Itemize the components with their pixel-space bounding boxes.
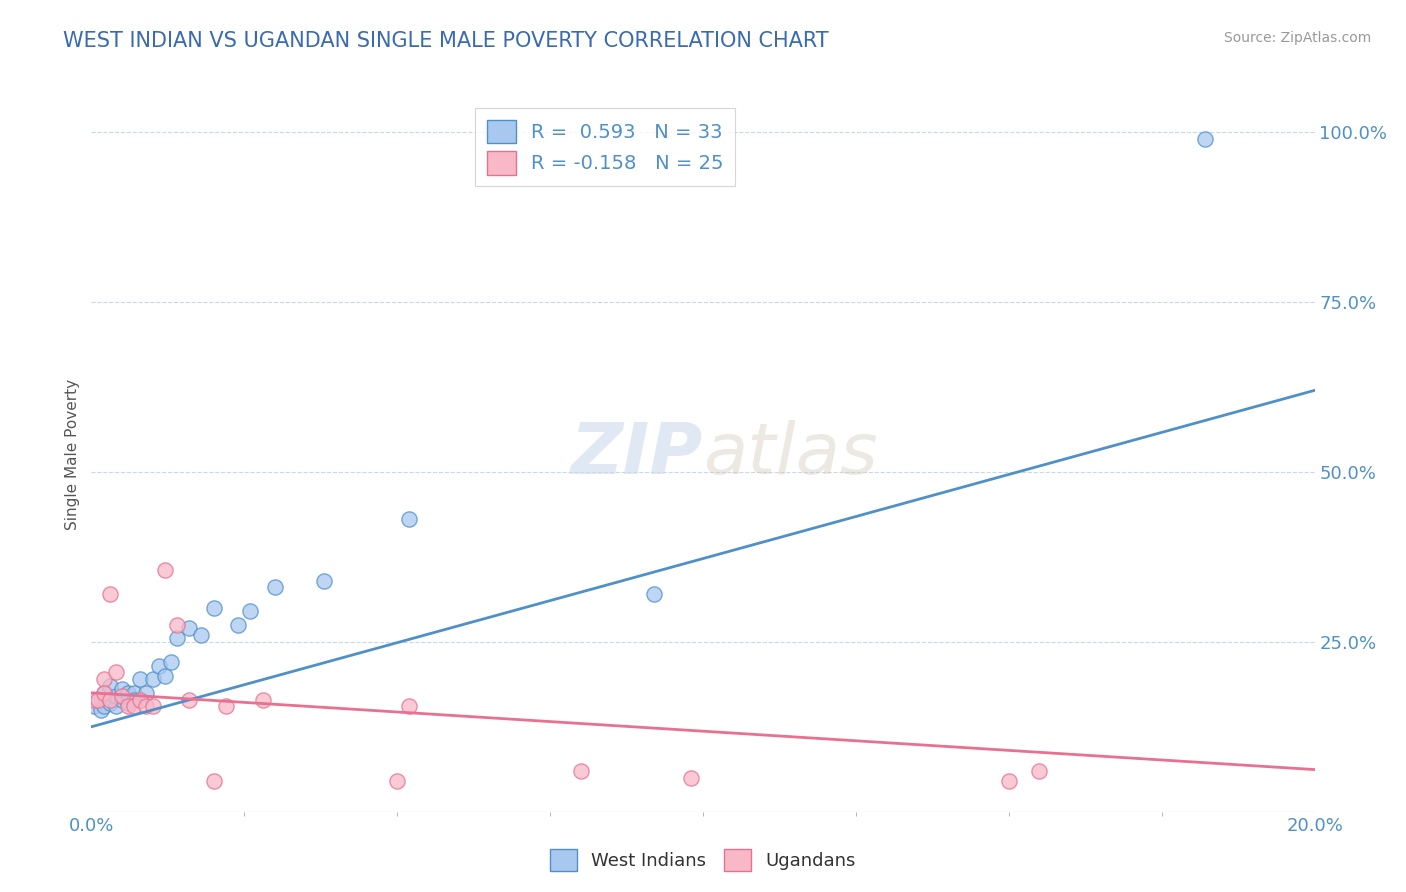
Point <box>122 699 145 714</box>
Point <box>160 655 183 669</box>
Point <box>398 699 420 714</box>
Point <box>215 699 238 714</box>
Point <box>83 692 105 706</box>
Point <box>569 764 592 778</box>
Point <box>86 692 108 706</box>
Point <box>1028 764 1050 778</box>
Point <box>117 699 139 714</box>
Text: Source: ZipAtlas.com: Source: ZipAtlas.com <box>1223 31 1371 45</box>
Point <box>202 774 225 789</box>
Point <box>98 696 121 710</box>
Point <box>90 703 112 717</box>
Point <box>93 699 115 714</box>
Point <box>122 692 145 706</box>
Point <box>264 581 287 595</box>
Point <box>104 665 127 680</box>
Text: atlas: atlas <box>703 420 877 490</box>
Point <box>86 692 108 706</box>
Point <box>398 512 420 526</box>
Point <box>226 617 249 632</box>
Point <box>117 696 139 710</box>
Point <box>98 587 121 601</box>
Legend: R =  0.593   N = 33, R = -0.158   N = 25: R = 0.593 N = 33, R = -0.158 N = 25 <box>475 108 735 186</box>
Point <box>135 686 157 700</box>
Point <box>166 632 188 646</box>
Point <box>111 682 134 697</box>
Point <box>252 692 274 706</box>
Point <box>141 699 163 714</box>
Point <box>202 600 225 615</box>
Point <box>239 604 262 618</box>
Point <box>179 692 201 706</box>
Point <box>129 692 152 706</box>
Point <box>998 774 1021 789</box>
Point <box>129 672 152 686</box>
Point <box>98 679 121 693</box>
Text: ZIP: ZIP <box>571 420 703 490</box>
Point <box>148 658 170 673</box>
Point <box>104 699 127 714</box>
Point <box>679 771 702 785</box>
Point <box>153 669 176 683</box>
Point <box>111 692 134 706</box>
Point <box>129 692 152 706</box>
Y-axis label: Single Male Poverty: Single Male Poverty <box>65 379 80 531</box>
Point <box>643 587 665 601</box>
Point <box>166 617 188 632</box>
Point <box>190 628 212 642</box>
Point <box>93 686 115 700</box>
Point <box>122 686 145 700</box>
Point <box>93 686 115 700</box>
Point <box>312 574 335 588</box>
Point <box>153 564 176 578</box>
Point <box>1194 132 1216 146</box>
Point <box>117 686 139 700</box>
Point <box>83 699 105 714</box>
Point <box>93 672 115 686</box>
Legend: West Indians, Ugandans: West Indians, Ugandans <box>543 842 863 879</box>
Text: WEST INDIAN VS UGANDAN SINGLE MALE POVERTY CORRELATION CHART: WEST INDIAN VS UGANDAN SINGLE MALE POVER… <box>63 31 830 51</box>
Point <box>179 621 201 635</box>
Point <box>385 774 409 789</box>
Point <box>111 689 134 703</box>
Point <box>104 689 127 703</box>
Point <box>135 699 157 714</box>
Point <box>141 672 163 686</box>
Point <box>98 692 121 706</box>
